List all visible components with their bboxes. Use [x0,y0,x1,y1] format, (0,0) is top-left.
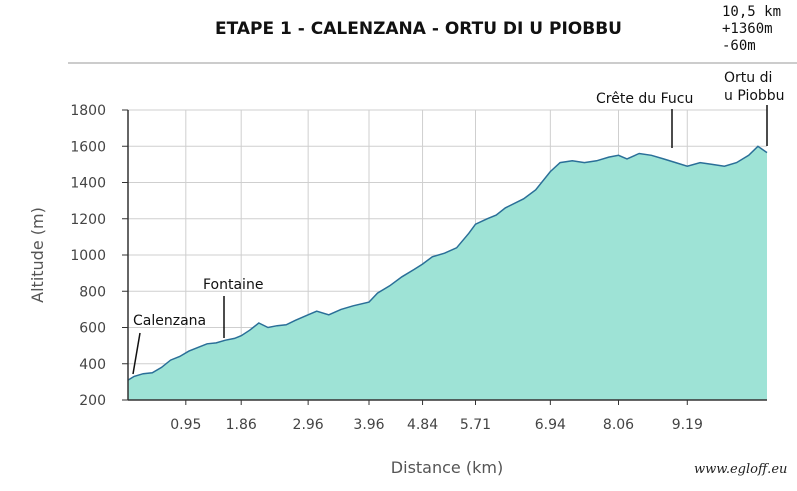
chart-title: ETAPE 1 - CALENZANA - ORTU DI U PIOBBU [215,19,622,39]
y-tick-label: 1800 [70,103,106,119]
y-tick-label: 1000 [70,248,106,264]
y-tick-label: 1600 [70,139,106,155]
stage-stats: 10,5 km +1360m -60m [722,4,781,55]
x-tick-label: 8.06 [603,417,634,433]
stat-descent: -60m [722,38,756,54]
x-tick-label: 1.86 [226,417,257,433]
annotation-label: Fontaine [203,277,263,293]
annotations: Calenzana Fontaine Crête du Fucu Ortu di u P… [132,70,785,375]
elevation-area [128,146,767,400]
x-tick-label: 2.96 [293,417,324,433]
x-tick-labels: 0.95 1.86 2.96 3.96 4.84 5.71 6.94 8.06 9.19 [170,417,703,433]
annotation-leader [132,332,141,375]
x-tick-label: 5.71 [460,417,491,433]
y-tick-label: 400 [79,357,106,373]
axes [122,109,767,405]
y-tick-label: 800 [79,284,106,300]
y-tick-label: 1400 [70,176,106,192]
y-axis-label: Altitude (m) [28,207,47,303]
y-tick-label: 1200 [70,212,106,228]
x-tick-label: 3.96 [353,417,384,433]
annotation-label-line2: u Piobbu [724,88,785,104]
annotation-label: Crête du Fucu [596,91,693,107]
x-tick-label: 0.95 [170,417,201,433]
x-axis-label: Distance (km) [391,458,503,477]
stat-distance: 10,5 km [722,4,782,20]
y-tick-labels: 200 400 600 800 1000 1200 1400 1600 1800 [70,103,106,409]
stat-ascent: +1360m [722,21,773,37]
x-tick-label: 9.19 [672,417,703,433]
watermark: www.egloff.eu [694,462,788,477]
elevation-line [127,145,768,381]
annotation-label: Ortu di [724,70,772,86]
x-tick-label: 4.84 [407,417,438,433]
y-tick-label: 600 [79,321,106,337]
y-tick-label: 200 [79,393,106,409]
x-tick-label: 6.94 [535,417,566,433]
annotation-label: Calenzana [133,313,206,329]
